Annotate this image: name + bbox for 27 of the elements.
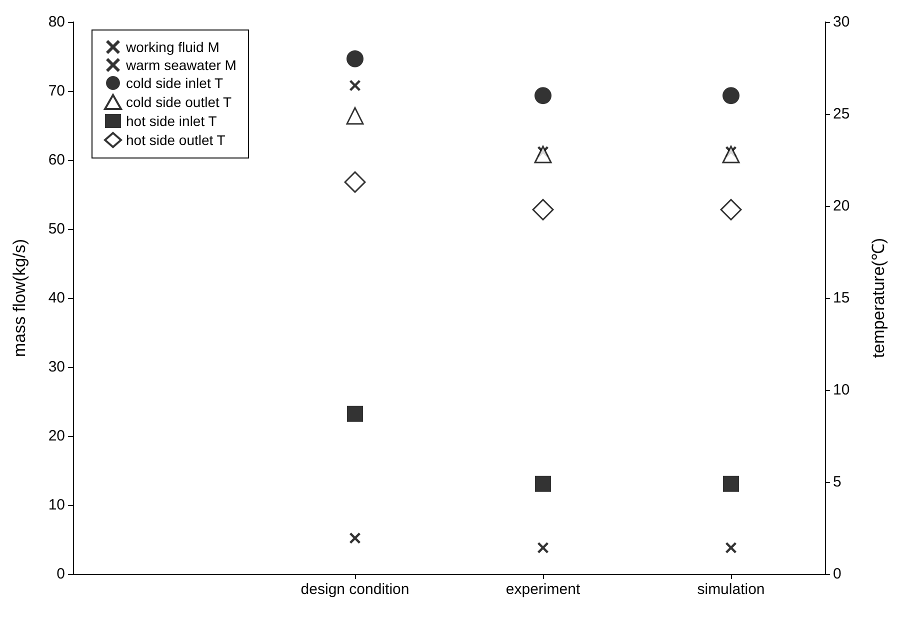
y-tick-label: 60 xyxy=(48,152,65,168)
legend-label: hot side outlet T xyxy=(126,132,226,148)
x-tick-label: design condition xyxy=(300,581,410,598)
y-tick-label: 0 xyxy=(56,566,65,582)
y-axis-title: mass flow(kg/s) xyxy=(10,238,29,358)
legend-label: working fluid M xyxy=(125,39,220,55)
legend-label: cold side outlet T xyxy=(126,94,232,110)
y2-tick-label: 20 xyxy=(833,198,850,214)
y-tick-label: 70 xyxy=(48,82,65,100)
y2-axis-title: temperature(℃) xyxy=(869,238,888,358)
y-tick-label: 50 xyxy=(48,220,65,238)
x-tick-label: experiment xyxy=(506,581,581,598)
y-tick-label: 30 xyxy=(48,358,65,376)
x-tick-label: simulation xyxy=(697,581,765,598)
legend-label: warm seawater M xyxy=(125,57,236,73)
y-tick-label: 80 xyxy=(48,14,65,30)
y2-tick-label: 15 xyxy=(833,290,850,306)
y2-tick-label: 5 xyxy=(833,474,842,490)
y-tick-label: 40 xyxy=(48,290,65,306)
y-tick-label: 10 xyxy=(48,496,65,514)
y2-tick-label: 10 xyxy=(833,382,850,398)
y2-tick-label: 25 xyxy=(833,106,850,122)
y2-tick-label: 0 xyxy=(833,566,842,582)
y-tick-label: 20 xyxy=(48,428,65,444)
y2-tick-label: 30 xyxy=(833,14,850,30)
legend-label: hot side inlet T xyxy=(126,113,218,129)
legend-label: cold side inlet T xyxy=(126,75,224,91)
